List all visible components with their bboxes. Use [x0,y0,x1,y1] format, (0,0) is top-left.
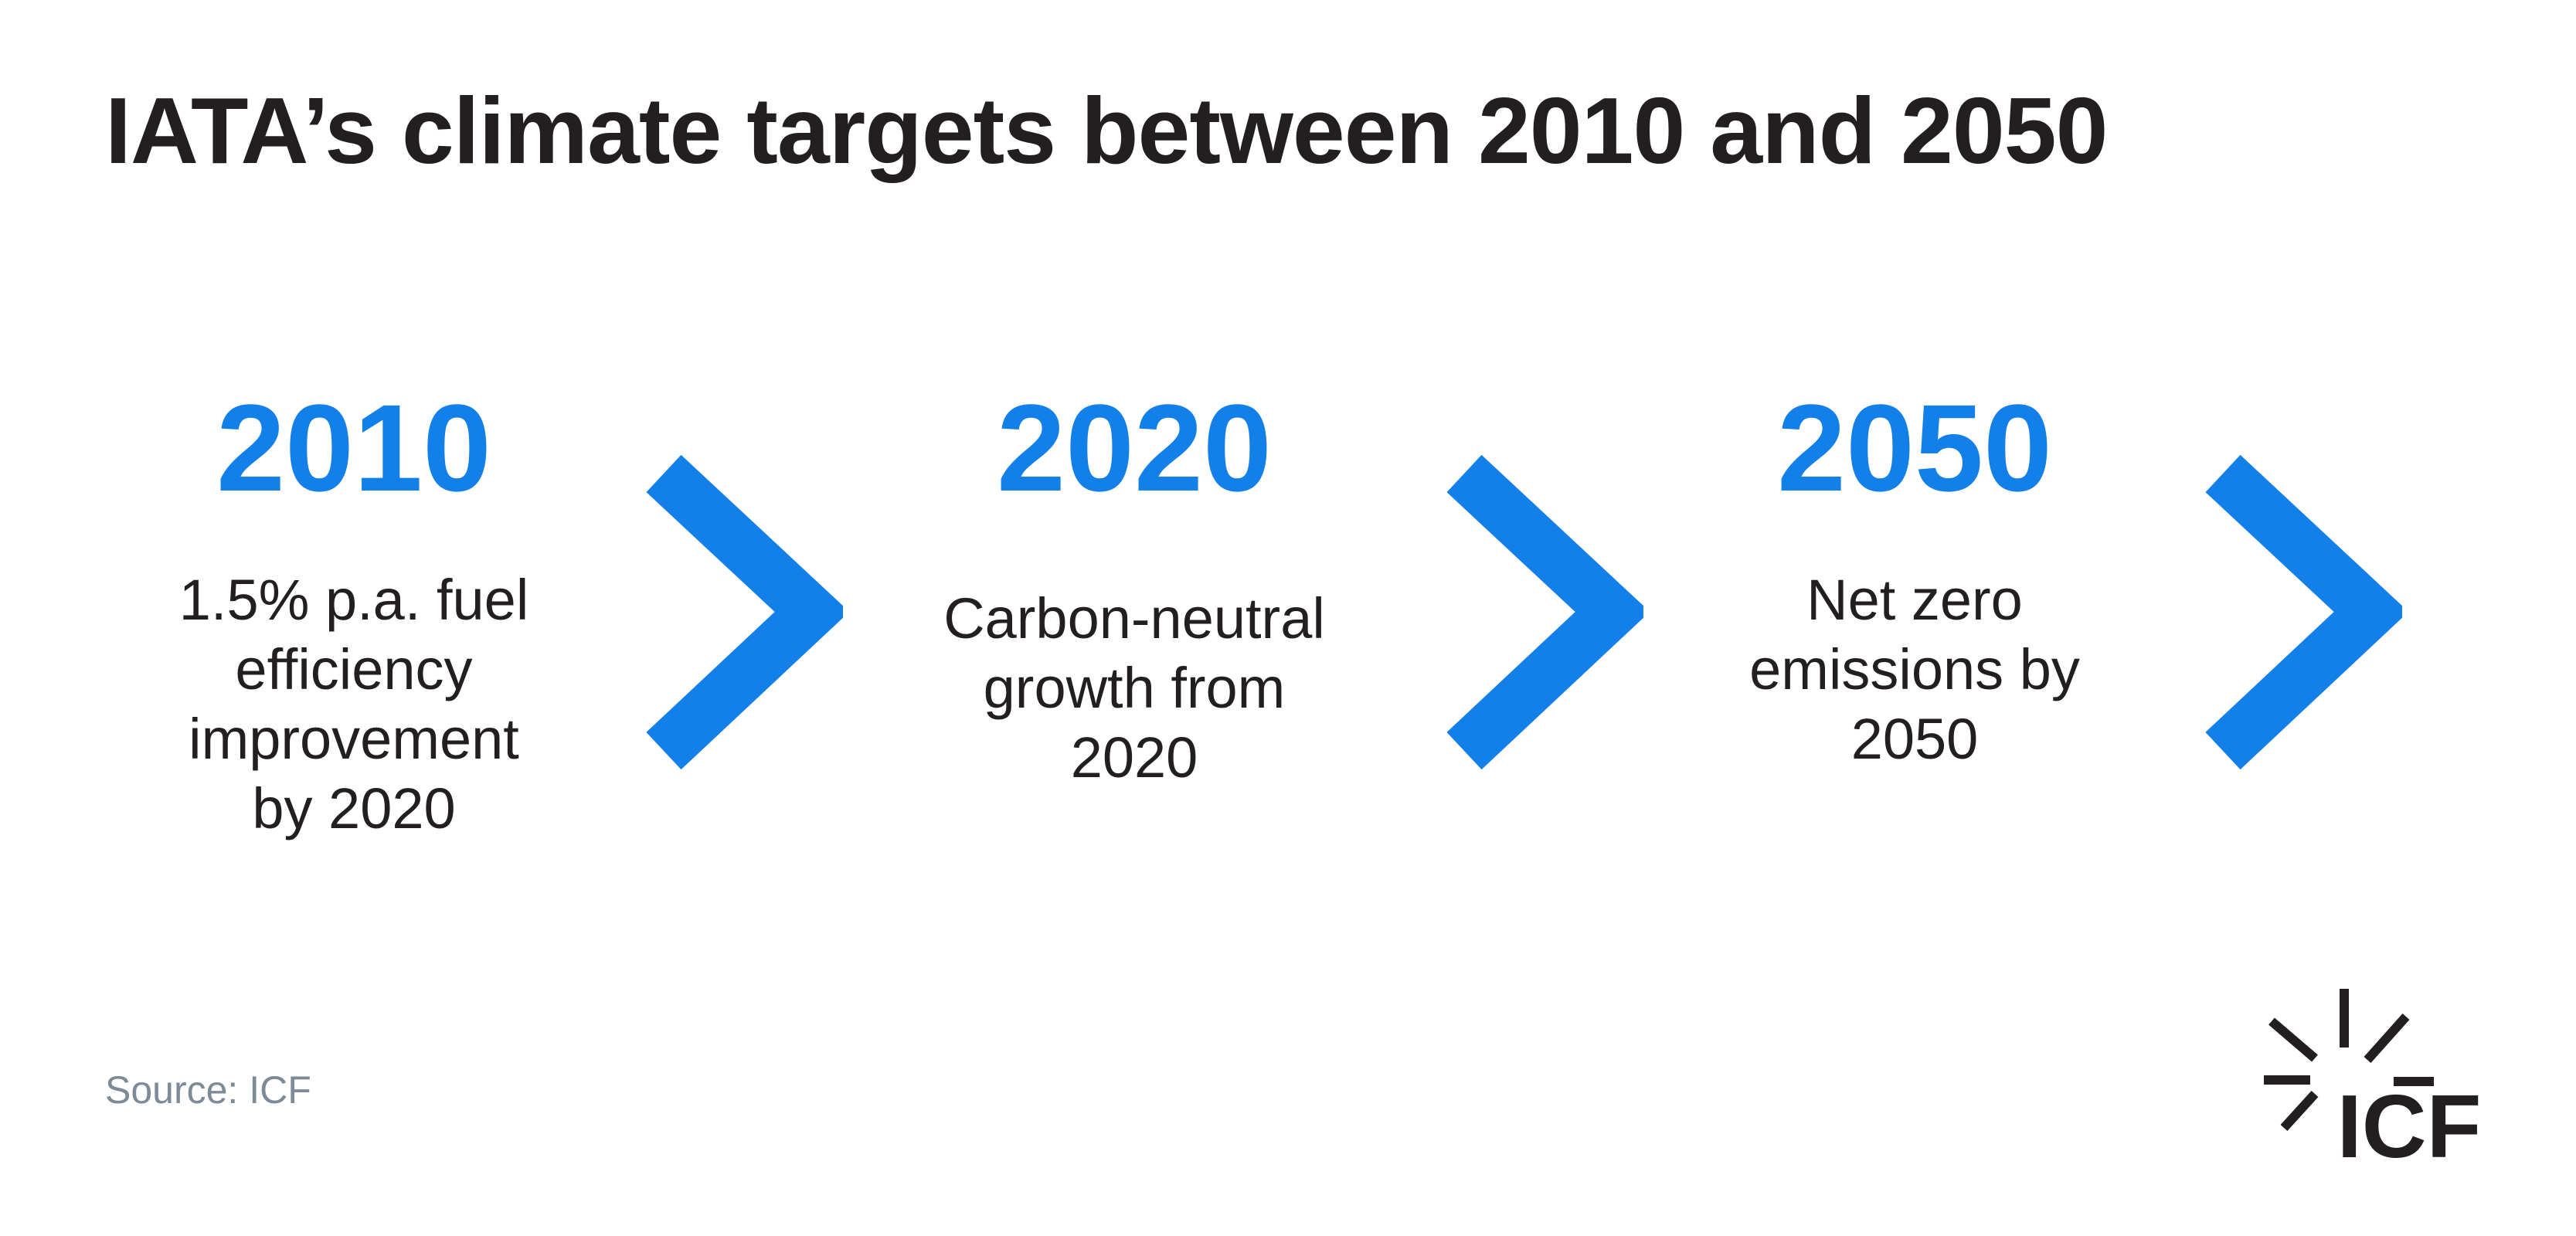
chevron-right-icon [1446,454,1643,770]
chevron-right-icon [2205,454,2402,770]
milestone-year: 2010 [216,379,491,517]
milestone-year: 2020 [997,379,1272,517]
milestone-year: 2050 [1777,379,2052,517]
description-line: Carbon-neutral [943,586,1325,650]
description-line: efficiency [235,637,473,701]
description-line: 2050 [1850,707,1979,771]
milestone-2010: 2010 1.5% p.a. fuel efficiency improveme… [107,386,601,844]
source-note: Source: ICF [105,1068,311,1112]
description-line: improvement [189,707,519,771]
milestone-description: Net zero emissions by 2050 [1667,565,2162,774]
icf-logo: ICF [2264,989,2482,1166]
page-title: IATA’s climate targets between 2010 and … [105,78,2108,183]
description-line: by 2020 [252,776,456,840]
chevron-right-icon [646,454,843,770]
description-line: 2020 [1070,725,1198,789]
description-line: 1.5% p.a. fuel [178,568,529,632]
milestone-2020: 2020 Carbon-neutral growth from 2020 [887,386,1381,793]
description-line: emissions by [1749,637,2080,701]
description-line: Net zero [1806,568,2023,632]
description-line: growth from [983,656,1286,720]
logo-text: ICF [2337,1076,2482,1166]
milestone-2050: 2050 Net zero emissions by 2050 [1667,386,2162,774]
milestone-description: 1.5% p.a. fuel efficiency improvement by… [107,565,601,844]
icf-burst-icon [2264,989,2434,1132]
milestone-description: Carbon-neutral growth from 2020 [887,584,1381,793]
